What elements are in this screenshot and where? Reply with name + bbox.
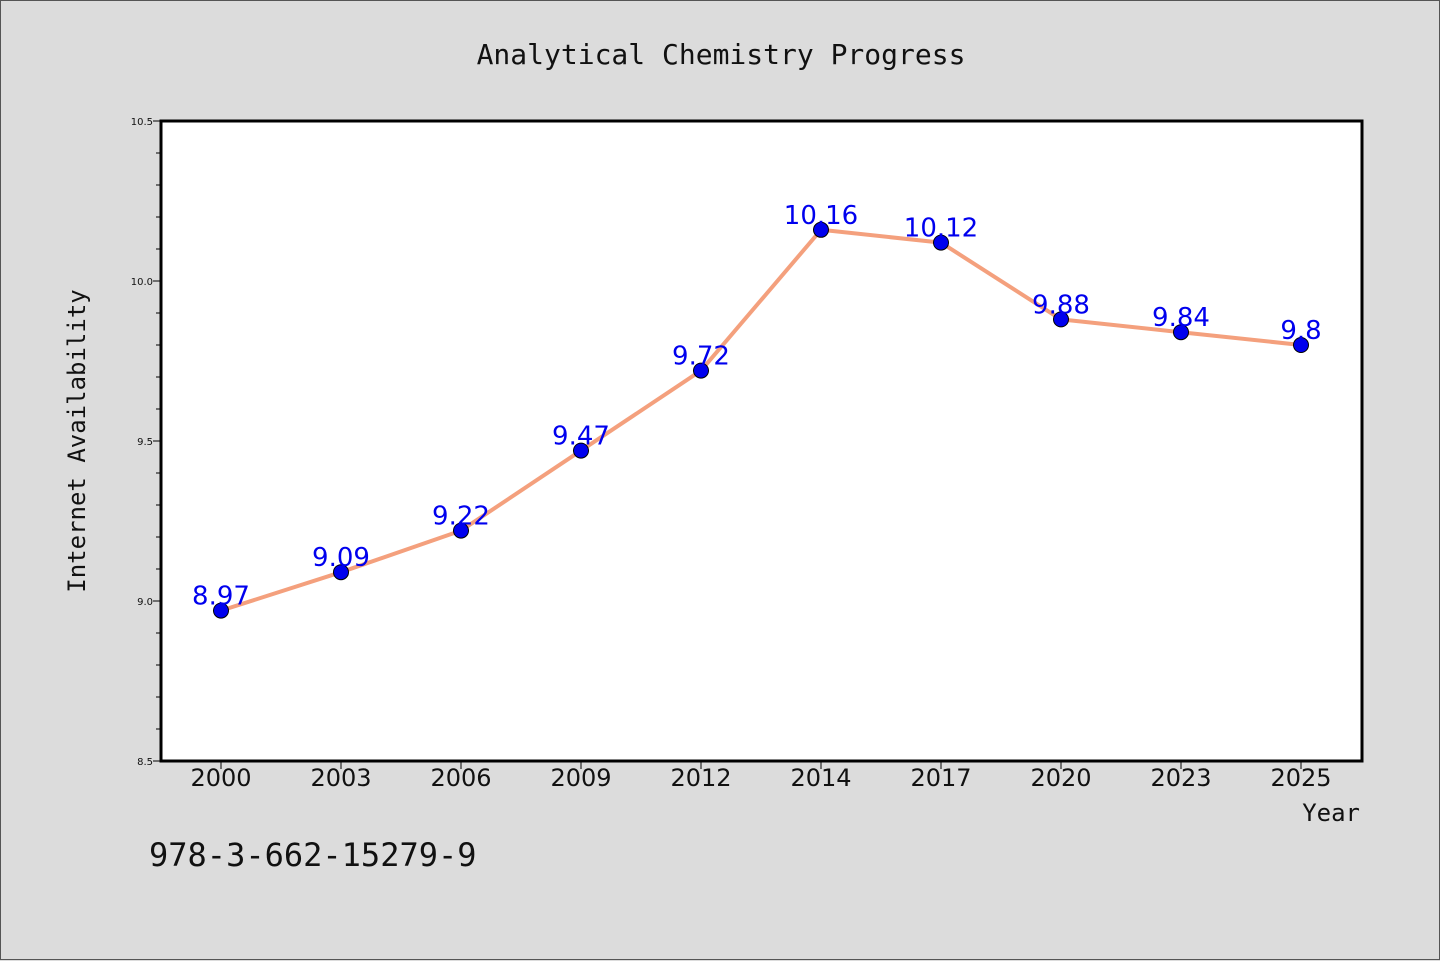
data-point	[333, 564, 349, 581]
isbn-footnote: 978-3-662-15279-9	[149, 836, 477, 874]
x-tick-label: 2017	[910, 764, 971, 792]
y-axis-ticks: 8.5 9.0 9.5 10.0 10.5	[131, 117, 161, 768]
y-tick-label: 10.0	[131, 277, 153, 288]
data-label: 9.8	[1280, 316, 1321, 346]
x-tick-label: 2023	[1150, 764, 1211, 792]
x-tick-label: 2012	[670, 764, 731, 792]
data-labels: 8.97 9.09 9.22 9.47 9.72 10.16 10.12 9.88 9.84 9.…	[192, 201, 1322, 612]
y-tick-label: 8.5	[137, 757, 153, 768]
data-label: 8.97	[192, 582, 250, 612]
data-point	[213, 602, 229, 619]
data-label: 10.12	[904, 214, 978, 244]
data-label: 9.22	[432, 502, 490, 532]
x-tick-label: 2020	[1030, 764, 1091, 792]
data-label: 9.88	[1032, 290, 1090, 320]
data-point	[1053, 311, 1069, 328]
x-axis-label: Year	[1302, 799, 1360, 827]
y-tick-label: 9.5	[137, 437, 153, 448]
data-label: 10.16	[784, 201, 858, 231]
plot-area	[159, 119, 1364, 763]
data-point	[1173, 324, 1189, 341]
y-tick-label: 9.0	[137, 597, 153, 608]
y-minor-ticks	[156, 152, 161, 730]
data-label: 9.72	[672, 342, 730, 372]
x-tick-label: 2006	[430, 764, 491, 792]
data-point	[813, 221, 829, 238]
data-markers	[213, 221, 1309, 619]
data-label: 9.47	[552, 422, 610, 452]
data-label: 9.09	[312, 543, 370, 573]
data-point	[1293, 337, 1309, 353]
data-label: 9.84	[1152, 303, 1210, 333]
x-tick-label: 2014	[790, 764, 851, 792]
data-point	[693, 362, 709, 379]
data-point	[573, 442, 589, 459]
x-tick-label: 2025	[1270, 764, 1331, 792]
x-tick-label: 2009	[550, 764, 611, 792]
y-tick-label: 10.5	[131, 117, 153, 128]
x-tick-label: 2003	[310, 764, 371, 792]
data-point	[453, 522, 469, 539]
chart-title: Analytical Chemistry Progress	[477, 38, 966, 71]
series-line	[220, 227, 1302, 613]
y-axis-label: Internet Availability	[63, 289, 91, 592]
x-axis-ticks: 2000 2003 2006 2009 2012 2014 2017 2020 2023 2025	[190, 761, 1332, 792]
x-tick-label: 2000	[190, 764, 251, 792]
data-point	[933, 234, 949, 251]
